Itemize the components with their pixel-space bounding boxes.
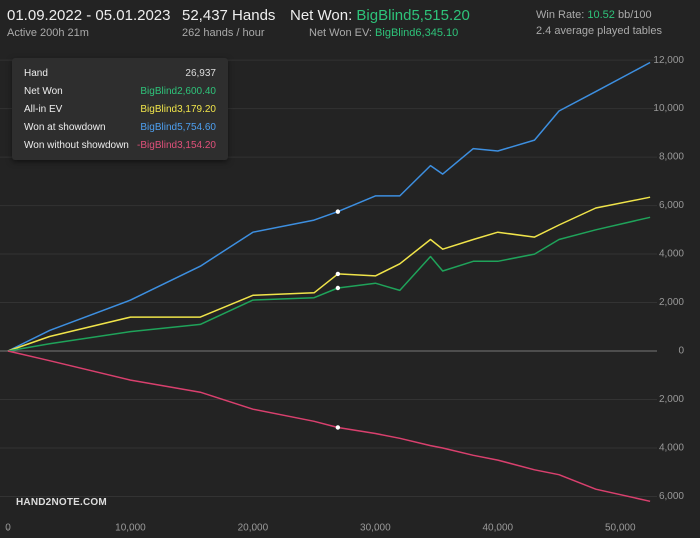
win-rate: Win Rate: 10.52 bb/100 <box>536 9 652 21</box>
series-line <box>7 216 651 352</box>
unit: bb/100 <box>617 9 652 21</box>
y-tick-label: 12,000 <box>653 55 684 66</box>
x-tick-label: 20,000 <box>238 523 269 534</box>
hover-dot <box>335 425 341 430</box>
series-line <box>7 61 651 352</box>
y-tick-label: 4,000 <box>659 443 684 454</box>
net-won-ev: Net Won EV: BigBlind6,345.10 <box>309 27 458 39</box>
y-tick-label: 6,000 <box>659 491 684 502</box>
label: Net Won: <box>290 7 353 24</box>
x-tick-label: 30,000 <box>360 523 391 534</box>
label: Net Won EV: <box>309 27 372 39</box>
value: BigBlind6,345.10 <box>375 27 459 39</box>
tooltip-row: Won at showdown BigBlind5,754.60 <box>24 122 216 136</box>
series-line <box>7 350 651 503</box>
tooltip: Hand 26,937 Net Won BigBlind2,600.40 All-in … <box>12 58 228 160</box>
hover-dot <box>335 285 341 291</box>
tooltip-row: Hand 26,937 <box>24 68 216 82</box>
date-range: 01.09.2022 - 05.01.2023 <box>7 7 171 24</box>
row-label: Net Won <box>24 86 63 97</box>
logo: HAND2NOTE.COM <box>16 497 107 508</box>
value: BigBlind5,515.20 <box>356 7 470 24</box>
y-tick-label: 2,000 <box>659 394 684 405</box>
tables: 2.4 average played tables <box>536 25 662 37</box>
hands: 52,437 Hands <box>182 7 276 24</box>
y-tick-label: 2,000 <box>659 297 684 308</box>
hands-per-hour: 262 hands / hour <box>182 27 265 39</box>
active-time: Active 200h 21m <box>7 27 89 39</box>
y-tick-label: 8,000 <box>659 152 684 163</box>
x-tick-label: 10,000 <box>115 523 146 534</box>
y-tick-label: 0 <box>678 346 684 357</box>
row-label: Hand <box>24 68 48 79</box>
row-label: Won at showdown <box>24 122 106 133</box>
tooltip-row: Won without showdown -BigBlind3,154.20 <box>24 140 216 154</box>
row-value: BigBlind5,754.60 <box>140 122 216 133</box>
x-tick-label: 40,000 <box>483 523 514 534</box>
x-tick-label: 50,000 <box>605 523 636 534</box>
y-tick-label: 10,000 <box>653 103 684 114</box>
row-label: All-in EV <box>24 104 63 115</box>
hover-dot <box>335 209 341 214</box>
value: 10.52 <box>587 9 615 21</box>
y-tick-label: 6,000 <box>659 200 684 211</box>
tooltip-row: All-in EV BigBlind3,179.20 <box>24 104 216 118</box>
label: Win Rate: <box>536 9 585 21</box>
row-value: 26,937 <box>185 68 216 79</box>
hover-dot <box>335 271 341 277</box>
series-line <box>7 196 651 352</box>
y-tick-label: 4,000 <box>659 249 684 260</box>
row-value: -BigBlind3,154.20 <box>137 140 216 151</box>
row-value: BigBlind3,179.20 <box>140 104 216 115</box>
row-value: BigBlind2,600.40 <box>140 86 216 97</box>
row-label: Won without showdown <box>24 140 129 151</box>
x-tick-label: 0 <box>5 523 11 534</box>
tooltip-row: Net Won BigBlind2,600.40 <box>24 86 216 100</box>
net-won: Net Won: BigBlind5,515.20 <box>290 7 470 24</box>
